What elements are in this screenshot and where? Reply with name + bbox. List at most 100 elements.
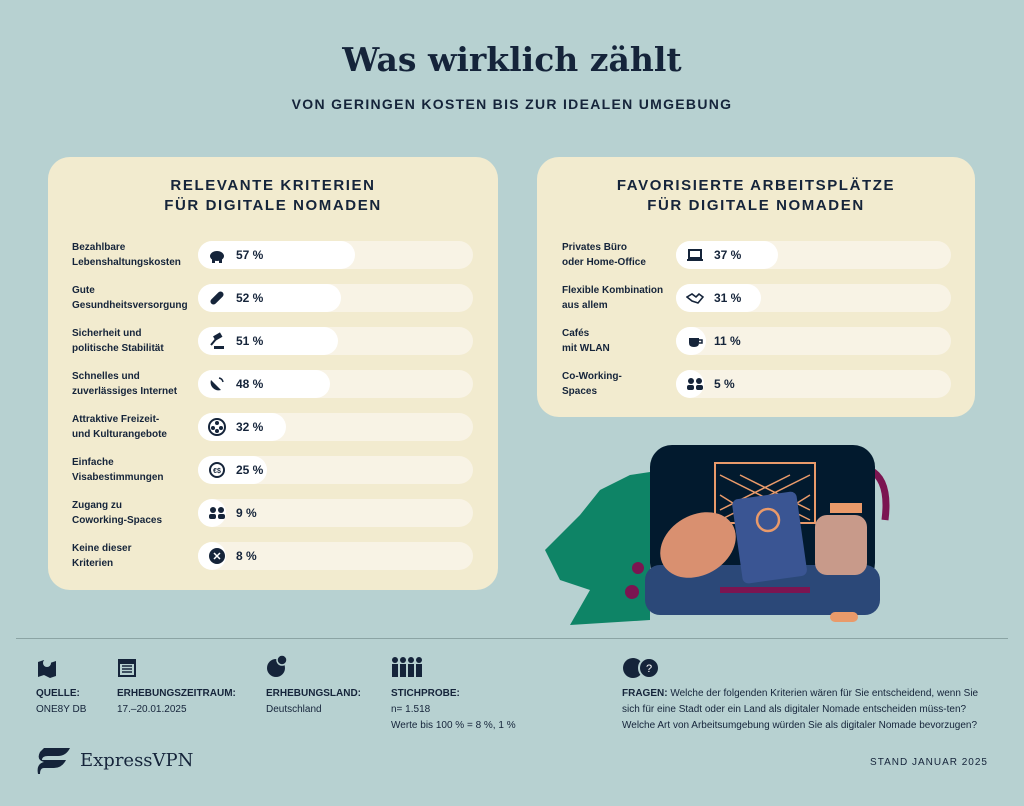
film-reel-icon: [208, 418, 226, 436]
bar-track: 37 %: [676, 241, 951, 269]
piggy-bank-icon: [210, 251, 224, 263]
bar-label-line: Gute: [72, 285, 95, 296]
bar-row: Keine dieser Kriterien 8 %: [48, 541, 498, 571]
bar-fill: [198, 370, 330, 398]
bar-label-line: und Kulturangebote: [72, 429, 167, 440]
bar-row: Einfache Visabestimmungen €$ 25 %: [48, 455, 498, 485]
bar-label: Cafés mit WLAN: [562, 326, 687, 356]
bar-row: Co-Working- Spaces 5 %: [537, 369, 975, 399]
bar-label: Einfache Visabestimmungen: [72, 455, 197, 485]
bar-label: Gute Gesundheitsversorgung: [72, 283, 197, 313]
globe-pin-icon: [267, 654, 288, 677]
bar-value-label: 8 %: [236, 549, 257, 563]
bar-track: 51 %: [198, 327, 473, 355]
bar-track: 52 %: [198, 284, 473, 312]
pill-icon: [210, 291, 224, 305]
stand-date: STAND JANUAR 2025: [870, 757, 988, 768]
bar-label: Attraktive Freizeit-und Kulturangebote: [72, 412, 197, 442]
bar-value-label: 11 %: [714, 334, 741, 348]
criteria-title-line: FÜR DIGITALE NOMADEN: [164, 197, 382, 214]
bar-track: €$ 25 %: [198, 456, 473, 484]
footer-divider: [16, 638, 1008, 639]
bar-track: 32 %: [198, 413, 473, 441]
bar-label-line: Attraktive Freizeit-: [72, 414, 160, 425]
bar-value-label: 57 %: [236, 248, 264, 262]
country-block: ERHEBUNGSLAND: Deutschland: [266, 686, 361, 718]
source-label: QUELLE:: [36, 688, 80, 699]
svg-text:?: ?: [646, 663, 652, 675]
page-title: Was wirklich zählt: [342, 40, 682, 79]
country-label: ERHEBUNGSLAND:: [266, 688, 361, 699]
source-value: ONE8Y DB: [36, 704, 87, 715]
coffee-cup-icon: [689, 338, 703, 347]
bar-value-label: 37 %: [714, 248, 742, 262]
handshake-icon: [686, 292, 704, 304]
country-value: Deutschland: [266, 704, 322, 715]
people-group-icon: [392, 657, 422, 677]
bar-label-line: Einfache: [72, 457, 114, 468]
bar-row: Privates Büro oder Home-Office 37 %: [537, 240, 975, 270]
bar-label-line: Kriterien: [72, 558, 114, 569]
bar-value-label: 9 %: [236, 506, 257, 520]
bar-label-line: Privates Büro: [562, 242, 628, 253]
bar-fill: [676, 370, 704, 398]
workplace-title-line: FAVORISIERTE ARBEITSPLÄTZE: [616, 177, 896, 194]
bar-row: Cafés mit WLAN 11 %: [537, 326, 975, 356]
questions-text: Welche der folgenden Kriterien wären für…: [622, 688, 979, 731]
bar-label-line: politische Stabilität: [72, 343, 164, 354]
bar-label-line: Visabestimmungen: [72, 472, 164, 483]
bar-row: Sicherheit und politische Stabilität 51 %: [48, 326, 498, 356]
bar-label-line: Bezahlbare: [72, 242, 126, 253]
bar-track: 11 %: [676, 327, 951, 355]
bar-label-line: Schnelles und: [72, 371, 140, 382]
bar-label-line: Coworking-Spaces: [72, 515, 163, 526]
currency-exchange-icon: €$: [209, 462, 225, 478]
sample-block: STICHPROBE: n= 1.518 Werte bis 100 % = 8 %…: [391, 686, 516, 734]
bar-label-line: mit WLAN: [562, 343, 610, 354]
bar-label: Sicherheit und politische Stabilität: [72, 326, 197, 356]
bar-value-label: 31 %: [714, 291, 742, 305]
criteria-title-line: RELEVANTE KRITERIEN: [170, 177, 376, 194]
map-pin-icon: [38, 659, 56, 678]
bar-label: Schnelles und zuverlässiges Internet: [72, 369, 197, 399]
bar-label-line: Co-Working-: [562, 371, 622, 382]
bar-row: Flexible Kombination aus allem 31 %: [537, 283, 975, 313]
bar-label-line: Sicherheit und: [72, 328, 142, 339]
bar-track: 48 %: [198, 370, 473, 398]
bar-fill: [676, 284, 762, 312]
bar-label-line: Flexible Kombination: [562, 285, 664, 296]
workplace-title-line: FÜR DIGITALE NOMADEN: [647, 197, 865, 214]
bar-label: Co-Working- Spaces: [562, 369, 687, 399]
x-circle-icon: [209, 548, 225, 564]
bar-value-label: 5 %: [714, 377, 735, 391]
bar-row: Schnelles und zuverlässiges Internet 48 %: [48, 369, 498, 399]
sample-value: n= 1.518: [391, 704, 431, 715]
people-icon: [209, 507, 225, 519]
bar-label-line: Lebenshaltungskosten: [72, 257, 181, 268]
bar-fill: [198, 284, 341, 312]
sample-label: STICHPROBE:: [391, 688, 460, 699]
bar-track: 8 %: [198, 542, 473, 570]
bar-label-line: aus allem: [562, 300, 608, 311]
bar-track: 57 %: [198, 241, 473, 269]
bar-value-label: 25 %: [236, 463, 264, 477]
bar-label: Zugang zu Coworking-Spaces: [72, 498, 197, 528]
bar-label: Bezahlbare Lebenshaltungskosten: [72, 240, 197, 270]
bar-track: 9 %: [198, 499, 473, 527]
question-chat-icon: ?: [623, 657, 660, 679]
bar-value-label: 32 %: [236, 420, 264, 434]
svg-text:€$: €$: [213, 468, 221, 475]
bar-label-line: zuverlässiges Internet: [72, 386, 178, 397]
bar-fill: [198, 241, 355, 269]
bar-row: Zugang zu Coworking-Spaces 9 %: [48, 498, 498, 528]
bar-label-line: Gesundheitsversorgung: [72, 300, 188, 311]
bar-fill: [198, 327, 339, 355]
bar-label-line: Zugang zu: [72, 500, 122, 511]
bar-fill: [198, 499, 226, 527]
people-icon: [687, 378, 703, 390]
period-value: 17.–20.01.2025: [117, 704, 187, 715]
calendar-icon: [118, 659, 136, 677]
bar-value-label: 51 %: [236, 334, 264, 348]
bar-label-line: Spaces: [562, 386, 598, 397]
period-label: ERHEBUNGSZEITRAUM:: [117, 688, 236, 699]
